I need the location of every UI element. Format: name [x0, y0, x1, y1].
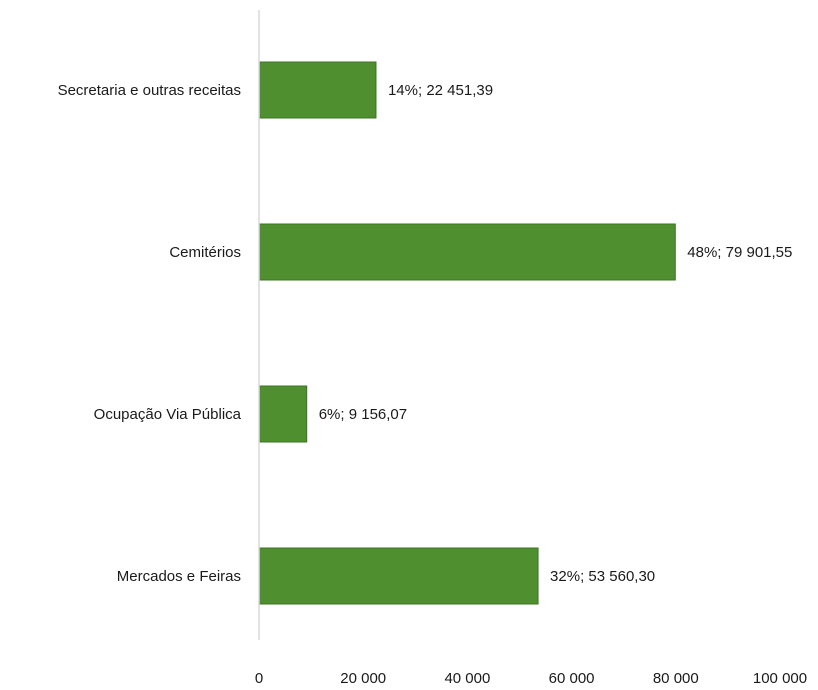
- x-tick-label-5: 100 000: [753, 670, 807, 687]
- category-label-1: Cemitérios: [169, 244, 241, 261]
- bar-3: [258, 547, 539, 605]
- data-label-3: 32%; 53 560,30: [550, 568, 655, 585]
- category-label-2: Ocupação Via Pública: [94, 406, 242, 423]
- x-tick-label-2: 40 000: [444, 670, 490, 687]
- category-label-3: Mercados e Feiras: [117, 568, 241, 585]
- data-label-1: 48%; 79 901,55: [687, 244, 792, 261]
- x-tick-labels: 0 20 000 40 000 60 000 80 000 100 000: [255, 670, 807, 687]
- data-label-2: 6%; 9 156,07: [319, 406, 407, 423]
- x-tick-label-1: 20 000: [340, 670, 386, 687]
- bar-2: [258, 385, 308, 443]
- x-tick-label-0: 0: [255, 670, 263, 687]
- bar-1: [258, 223, 676, 281]
- data-label-0: 14%; 22 451,39: [388, 82, 493, 99]
- bars-group: [258, 61, 676, 605]
- x-tick-label-4: 80 000: [653, 670, 699, 687]
- bar-0: [258, 61, 377, 119]
- category-labels: Secretaria e outras receitas Cemitérios Oc…: [58, 82, 242, 585]
- x-tick-label-3: 60 000: [549, 670, 595, 687]
- category-label-0: Secretaria e outras receitas: [58, 82, 241, 99]
- data-labels: 14%; 22 451,39 48%; 79 901,55 6%; 9 156,07…: [319, 82, 793, 585]
